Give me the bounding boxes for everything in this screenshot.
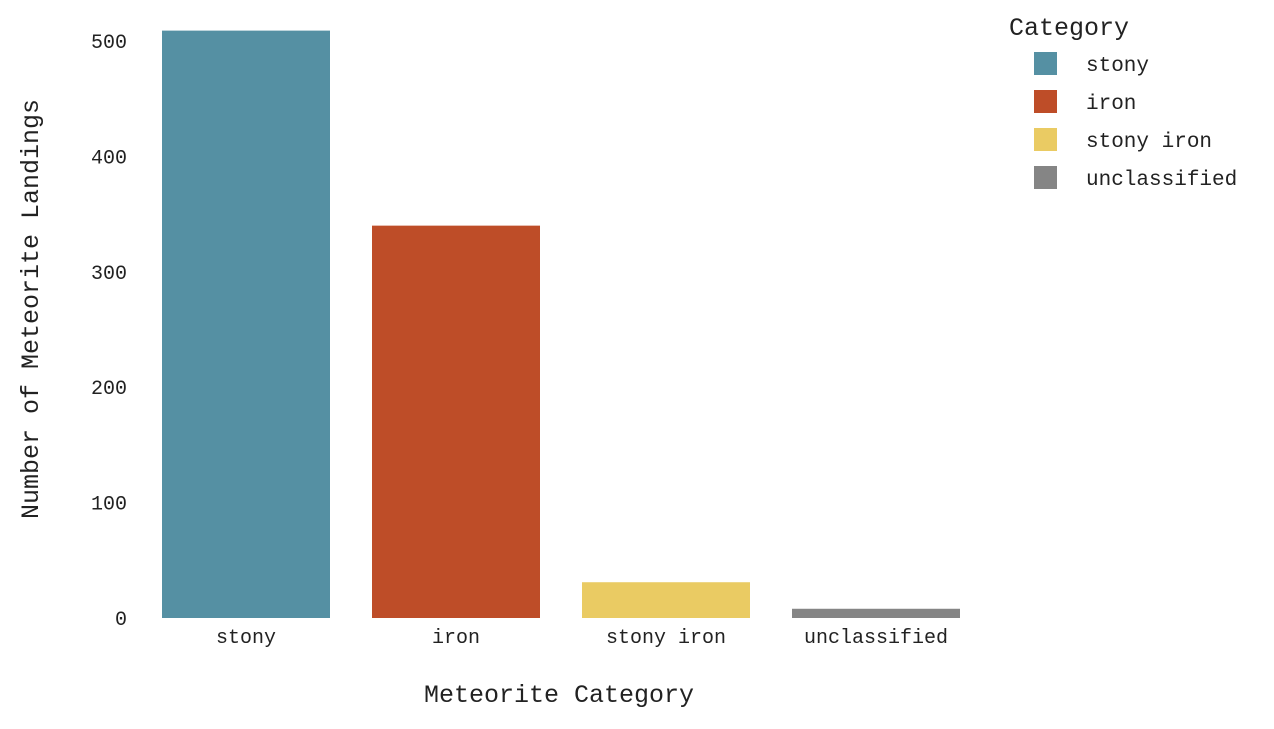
- y-axis-title: Number of Meteorite Landings: [17, 99, 46, 519]
- x-axis: stony iron stony iron unclassified: [216, 627, 948, 650]
- bar-stony: [162, 30, 330, 618]
- legend-items: stony iron stony iron unclassified: [1034, 52, 1237, 192]
- y-tick-label: 300: [91, 263, 127, 286]
- legend-swatch-stony-iron: [1034, 128, 1057, 151]
- y-tick-label: 400: [91, 147, 127, 170]
- legend-swatch-unclassified: [1034, 166, 1057, 189]
- legend-label: stony iron: [1086, 131, 1212, 154]
- x-tick-label: stony iron: [606, 627, 726, 650]
- legend-label: unclassified: [1086, 169, 1237, 192]
- legend-swatch-stony: [1034, 52, 1057, 75]
- x-axis-title: Meteorite Category: [424, 681, 694, 710]
- bars-layer: [162, 30, 960, 618]
- legend-label: stony: [1086, 55, 1149, 78]
- bar-stony-iron: [582, 582, 750, 618]
- y-tick-label: 0: [115, 609, 127, 632]
- y-axis: 0 100 200 300 400 500: [91, 32, 127, 632]
- bar-iron: [372, 225, 540, 618]
- y-tick-label: 500: [91, 32, 127, 55]
- bar-unclassified: [792, 608, 960, 618]
- legend-title: Category: [1009, 14, 1129, 43]
- x-tick-label: unclassified: [804, 627, 948, 650]
- x-tick-label: stony: [216, 627, 276, 650]
- y-tick-label: 200: [91, 378, 127, 401]
- legend: Category stony iron stony iron unclassified: [1009, 14, 1237, 192]
- legend-swatch-iron: [1034, 90, 1057, 113]
- y-tick-label: 100: [91, 494, 127, 517]
- x-tick-label: iron: [432, 627, 480, 650]
- legend-label: iron: [1086, 93, 1136, 116]
